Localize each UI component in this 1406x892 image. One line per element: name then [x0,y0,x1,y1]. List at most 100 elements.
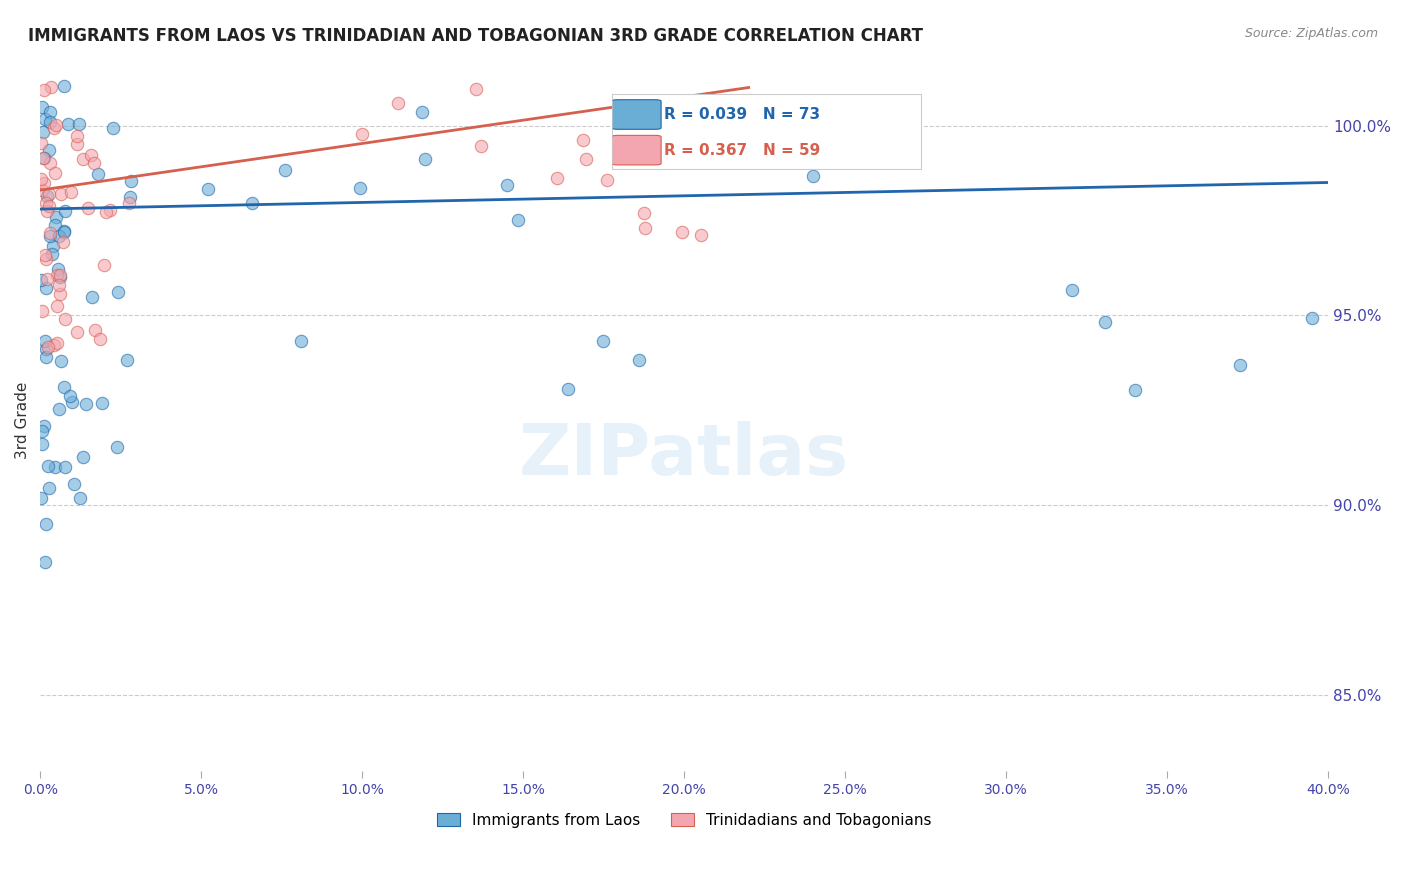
Point [105,440,128,454]
Point [32,176,55,190]
Point [572,133,595,147]
Point [38,143,60,157]
Text: R = 0.367   N = 59: R = 0.367 N = 59 [664,143,821,158]
Point [52,235,75,249]
Point [53,204,76,219]
Point [38,228,60,243]
Point [35,252,58,266]
Point [290,334,312,348]
Point [387,95,409,110]
Point [274,162,297,177]
Point [31,303,53,318]
Point [60,185,83,199]
Point [42,338,65,352]
Point [48,278,70,293]
Point [82,290,104,304]
Point [38,105,60,120]
Point [38,227,60,241]
Point [52,224,75,238]
Point [38,186,60,201]
Point [627,141,650,155]
Point [87,167,110,181]
Point [34,342,56,356]
Point [32,151,55,165]
Point [32,125,55,139]
Point [44,166,66,180]
Point [690,228,713,243]
Point [628,352,651,367]
Point [596,172,619,186]
Point [48,270,70,285]
Point [46,336,69,351]
Y-axis label: 3rd Grade: 3rd Grade [15,381,30,458]
Point [665,130,688,145]
Point [53,460,76,475]
Point [34,334,56,348]
Text: R = 0.039   N = 73: R = 0.039 N = 73 [664,107,820,122]
Point [67,117,90,131]
Point [120,174,142,188]
Point [34,350,56,364]
Point [107,285,129,299]
Point [42,121,65,136]
Point [30,491,52,505]
Point [49,287,72,301]
Point [31,436,53,450]
Point [45,299,67,313]
Point [44,460,66,475]
Point [39,156,62,170]
Point [352,128,374,142]
Point [60,395,83,409]
Point [34,517,56,532]
Point [506,213,529,227]
Point [349,181,371,195]
Point [31,100,53,114]
FancyBboxPatch shape [612,136,661,165]
Point [115,353,138,368]
Point [58,117,80,131]
Point [49,354,72,368]
Point [1301,310,1323,325]
Point [38,481,60,495]
Point [37,458,59,473]
Point [38,198,60,212]
Point [84,323,107,337]
Point [66,137,89,152]
Point [240,195,263,210]
Point [35,203,58,218]
Point [801,169,824,183]
Point [44,218,66,232]
Point [30,136,52,150]
Point [546,170,568,185]
Point [66,325,89,339]
Point [1229,358,1251,372]
Point [1094,315,1116,329]
Point [41,239,63,253]
Point [37,272,59,286]
Point [634,221,657,235]
Point [66,128,89,143]
Point [72,450,94,464]
Point [98,203,121,218]
Point [30,172,52,186]
Text: ZIPatlas: ZIPatlas [519,421,849,490]
Point [46,262,69,277]
Text: Source: ZipAtlas.com: Source: ZipAtlas.com [1244,27,1378,40]
Point [53,311,76,326]
Point [413,152,436,166]
Point [89,332,111,346]
Point [197,182,219,196]
Point [69,491,91,506]
Point [671,225,693,239]
Point [52,380,75,394]
Point [94,205,117,219]
Point [63,476,86,491]
Point [592,334,614,349]
Point [32,419,55,434]
Point [49,186,72,201]
Point [120,189,142,203]
Point [1060,283,1083,297]
Point [101,120,124,135]
Point [59,389,82,403]
Point [48,268,70,282]
